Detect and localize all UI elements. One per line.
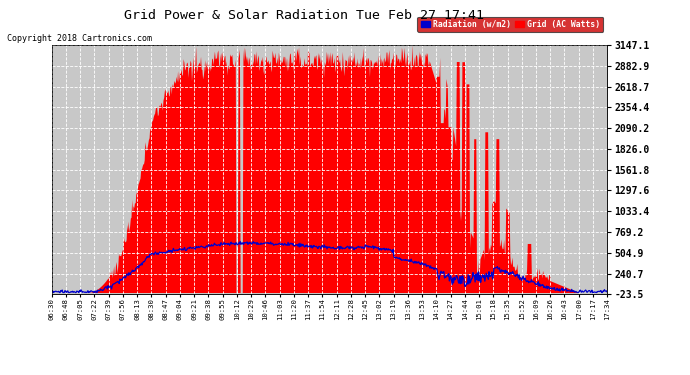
Text: Grid Power & Solar Radiation Tue Feb 27 17:41: Grid Power & Solar Radiation Tue Feb 27 … [124, 9, 484, 22]
Legend: Radiation (w/m2), Grid (AC Watts): Radiation (w/m2), Grid (AC Watts) [417, 16, 603, 32]
Text: Copyright 2018 Cartronics.com: Copyright 2018 Cartronics.com [7, 34, 152, 43]
